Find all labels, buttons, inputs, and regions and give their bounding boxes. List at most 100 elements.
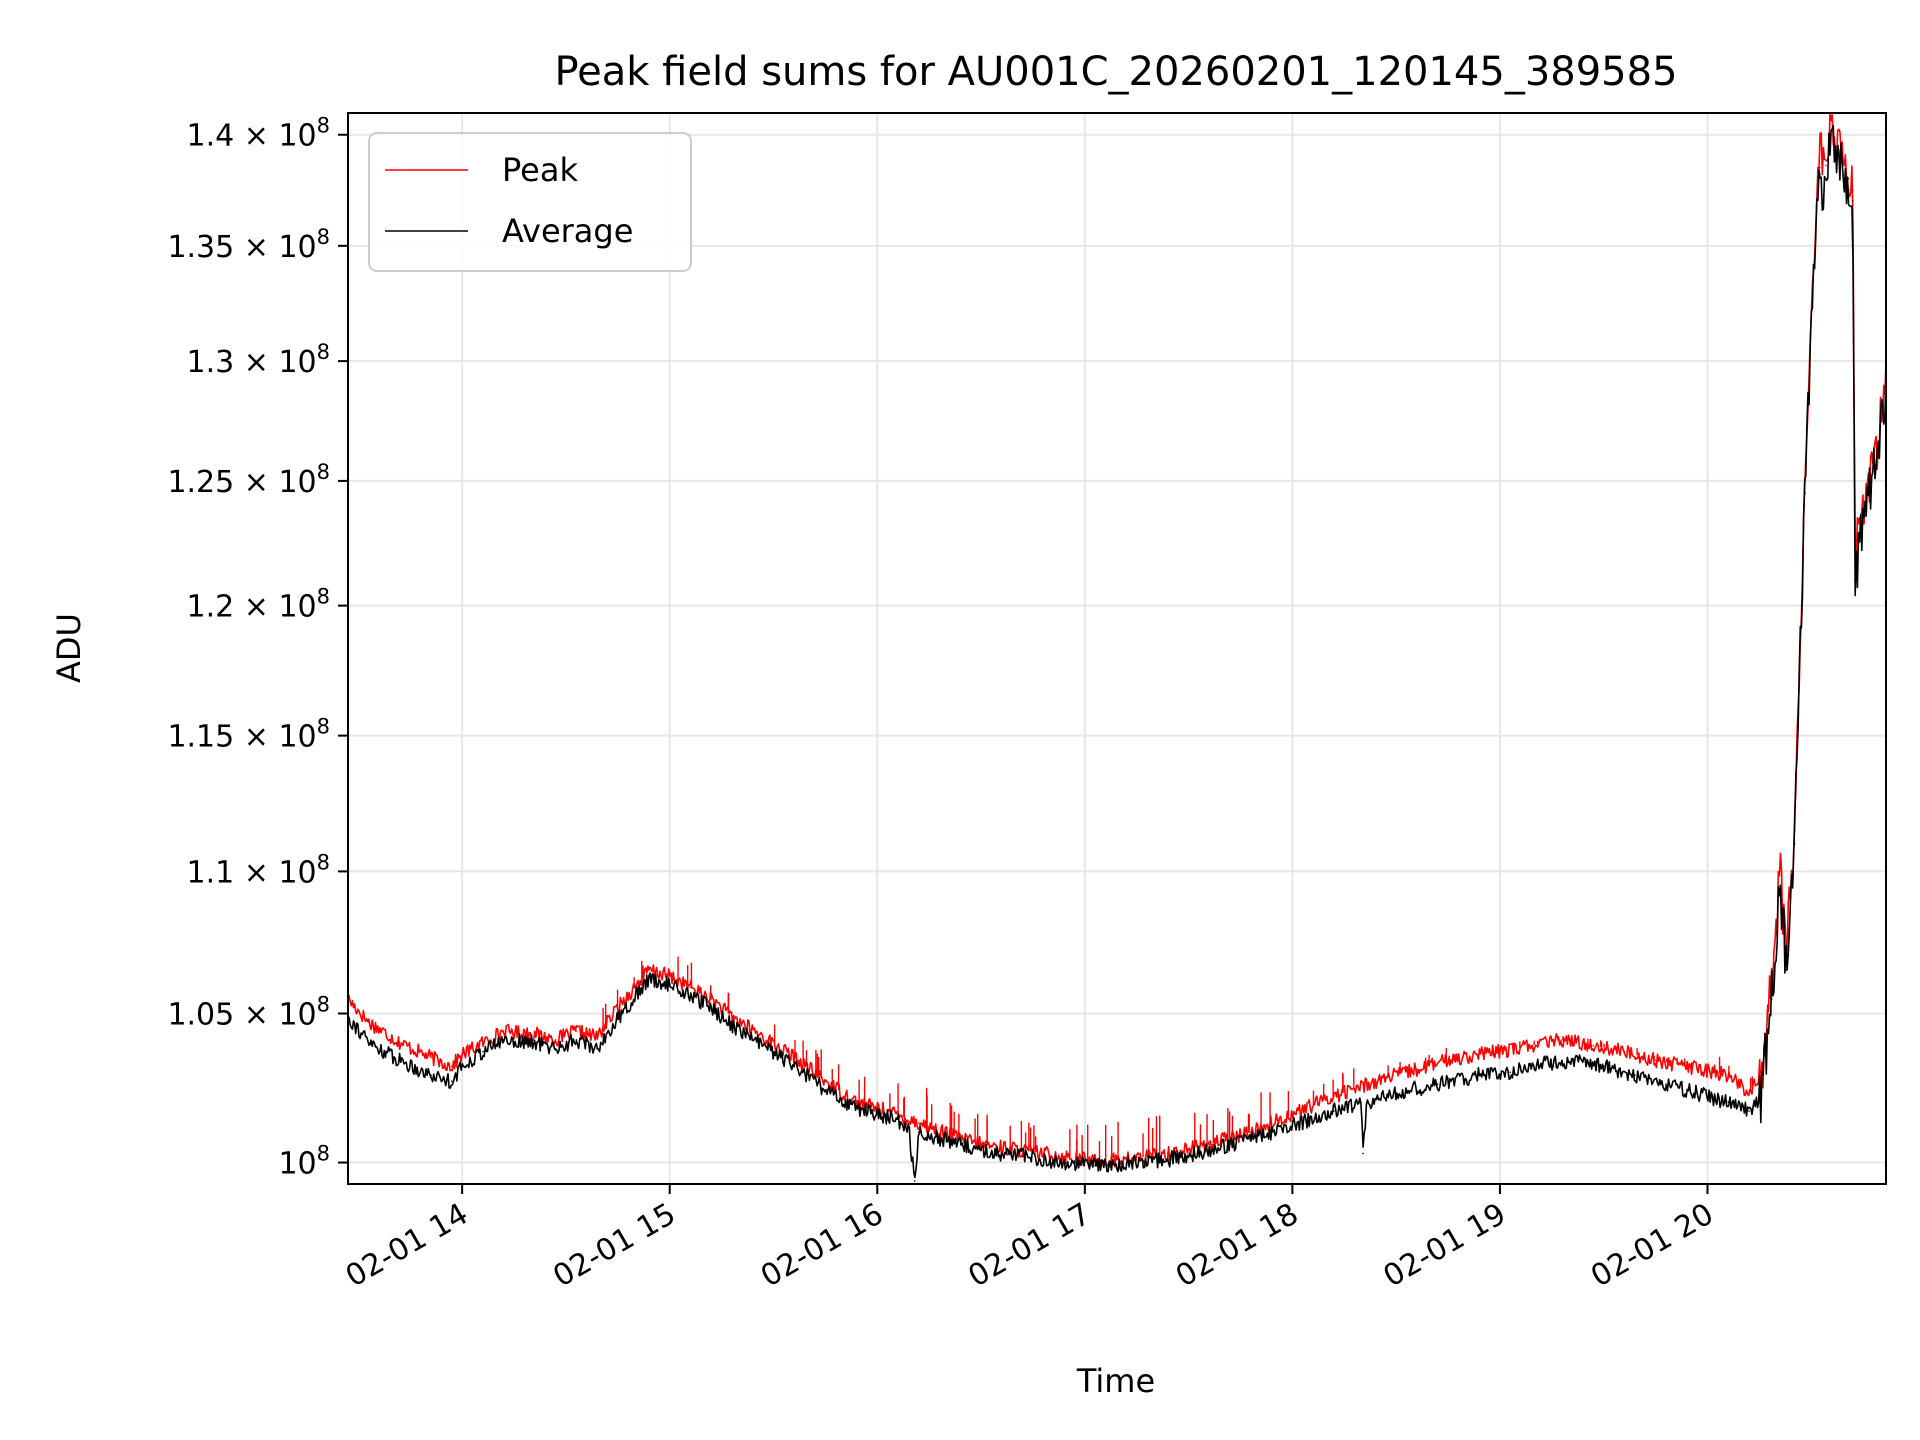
data-point [917, 1131, 920, 1133]
y-axis: 108 1.05 × 108 1.1 × 108 1.15 × 108 1.2 × 10… [167, 114, 348, 1182]
data-point [1333, 1110, 1335, 1112]
data-point [762, 1036, 764, 1038]
data-point [1395, 1092, 1397, 1094]
data-point [367, 1021, 370, 1024]
data-point [1665, 1083, 1667, 1085]
data-point [1771, 998, 1773, 1000]
data-point [461, 1053, 463, 1056]
data-point [824, 1089, 827, 1091]
series-line-average [348, 125, 1886, 1179]
data-point [1094, 1164, 1097, 1167]
data-point [731, 1024, 733, 1026]
plot-frame [347, 112, 1887, 1185]
x-axis-title: Time [1076, 1362, 1155, 1400]
data-point [793, 1065, 796, 1068]
y-tick-label: 1.35 × 108 [167, 225, 330, 265]
data-point [1457, 1056, 1460, 1059]
data-point [1854, 579, 1856, 582]
data-point [824, 1080, 827, 1082]
data-point [1779, 870, 1781, 873]
data-point [482, 1041, 484, 1044]
y-tick-label: 1.25 × 108 [167, 460, 330, 500]
data-point [1785, 969, 1788, 971]
data-point [430, 1056, 432, 1059]
data-point [1063, 1161, 1065, 1164]
chart-title: Peak field sums for AU001C_20260201_1201… [554, 49, 1677, 95]
data-point [450, 1065, 453, 1068]
y-tick-label: 1.1 × 108 [187, 850, 330, 890]
legend-label-peak: Peak [502, 151, 578, 189]
y-axis-title: ADU [50, 613, 88, 683]
data-point [1837, 155, 1840, 158]
data-point [1291, 1113, 1294, 1115]
data-point [1748, 1110, 1750, 1112]
data-point [554, 1039, 557, 1041]
data-point [668, 983, 671, 986]
y-tick-label: 1.3 × 108 [187, 340, 330, 380]
data-point [367, 1041, 370, 1044]
series-peak [348, 113, 1886, 1169]
series-average [348, 125, 1886, 1182]
data-point [1812, 279, 1815, 281]
data-point [1868, 492, 1871, 494]
grid [348, 113, 1886, 1184]
data-point [1362, 1152, 1364, 1155]
y-tick-label: 1.4 × 108 [187, 114, 330, 154]
data-point [1291, 1125, 1294, 1127]
data-point [1250, 1137, 1252, 1140]
data-point [1623, 1050, 1626, 1053]
data-point [534, 1033, 536, 1035]
data-point [949, 1140, 951, 1143]
data-point [907, 1125, 910, 1127]
data-point [1592, 1044, 1595, 1047]
data-point [430, 1074, 432, 1077]
data-point [1125, 1163, 1128, 1165]
data-point [575, 1030, 578, 1032]
data-point [1793, 842, 1796, 845]
data-point [1167, 1158, 1169, 1161]
y-tick-label: 1.2 × 108 [187, 585, 330, 625]
data-point [399, 1059, 401, 1062]
data-point [1818, 166, 1821, 169]
y-tick-label: 1.15 × 108 [167, 715, 330, 755]
data-point [1818, 144, 1821, 147]
data-point [1021, 1155, 1024, 1158]
data-point [648, 977, 650, 980]
data-point [617, 1018, 619, 1021]
data-point [917, 1122, 920, 1124]
series-line-peak [348, 113, 1886, 1169]
data-point [1685, 1065, 1688, 1068]
data-point [710, 1006, 713, 1009]
data-point [1804, 492, 1806, 494]
y-tick-label: 108 [278, 1142, 330, 1182]
data-point [1847, 188, 1850, 191]
legend: Peak Average [368, 132, 692, 272]
data-point [1696, 1092, 1698, 1094]
data-point [1366, 1101, 1368, 1103]
data-point [668, 975, 671, 977]
data-point [1530, 1044, 1532, 1047]
data-point [1602, 1065, 1605, 1068]
data-point [1436, 1083, 1439, 1085]
data-point [1063, 1155, 1065, 1158]
data-point [1822, 200, 1825, 202]
data-point [1540, 1062, 1543, 1065]
data-point [913, 1180, 916, 1182]
data-point [1860, 534, 1862, 536]
data-point [648, 969, 650, 971]
data-point [1829, 123, 1831, 125]
data-point [1825, 164, 1827, 167]
data-point [1748, 1092, 1750, 1094]
data-point [1851, 200, 1854, 202]
data-point [1416, 1068, 1418, 1071]
data-point [534, 1041, 536, 1044]
data-point [1571, 1059, 1574, 1062]
data-point [689, 995, 692, 997]
data-point [1779, 884, 1781, 887]
data-point [1208, 1143, 1211, 1146]
data-point [1509, 1071, 1512, 1074]
data-point [1876, 455, 1879, 458]
data-point [575, 1039, 578, 1041]
data-point [1654, 1059, 1657, 1062]
